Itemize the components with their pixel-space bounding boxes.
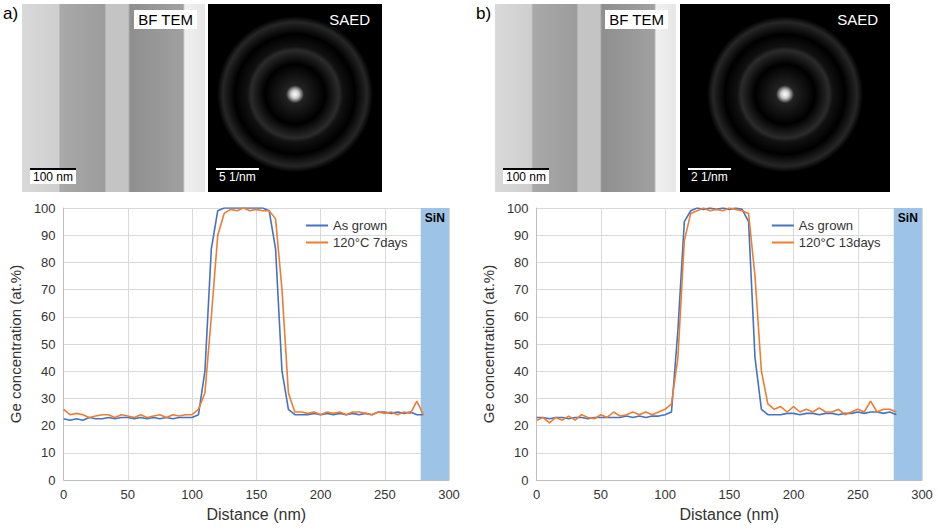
svg-text:90: 90 — [514, 228, 528, 243]
html-text:a): a) — [3, 4, 19, 23]
svg-text:Ge concentration (at.%): Ge concentration (at.%) — [7, 265, 24, 423]
svg-text:300: 300 — [911, 487, 933, 502]
svg-text:Distance (nm): Distance (nm) — [680, 506, 780, 523]
svg-text:0: 0 — [60, 487, 67, 502]
svg-text:SiN: SiN — [425, 211, 445, 225]
svg-text:0: 0 — [521, 473, 528, 488]
svg-text:70: 70 — [514, 282, 528, 297]
svg-text:40: 40 — [514, 364, 528, 379]
html-text:BF TEM: BF TEM — [609, 11, 664, 28]
svg-text:10: 10 — [514, 445, 528, 460]
html-text:SAED: SAED — [329, 11, 370, 28]
svg-text:30: 30 — [514, 391, 528, 406]
svg-text:50: 50 — [594, 487, 608, 502]
svg-text:50: 50 — [121, 487, 135, 502]
html-text:2 1/nm: 2 1/nm — [691, 170, 728, 184]
svg-text:Distance (nm): Distance (nm) — [207, 506, 307, 523]
svg-text:100: 100 — [507, 201, 529, 216]
html-text:BF TEM: BF TEM — [138, 11, 193, 28]
svg-text:60: 60 — [514, 309, 528, 324]
svg-text:As grown: As grown — [333, 218, 387, 233]
svg-text:0: 0 — [48, 473, 55, 488]
html-text:5 1/nm: 5 1/nm — [219, 170, 256, 184]
svg-text:Ge concentration (at.%): Ge concentration (at.%) — [480, 265, 497, 423]
svg-text:20: 20 — [514, 418, 528, 433]
svg-text:80: 80 — [41, 255, 55, 270]
svg-text:100: 100 — [181, 487, 203, 502]
svg-text:80: 80 — [514, 255, 528, 270]
svg-text:20: 20 — [41, 418, 55, 433]
svg-text:200: 200 — [783, 487, 805, 502]
svg-text:50: 50 — [41, 337, 55, 352]
html-text:100 nm: 100 nm — [33, 170, 73, 184]
svg-text:250: 250 — [847, 487, 869, 502]
html-text:SAED: SAED — [837, 11, 878, 28]
svg-text:200: 200 — [310, 487, 332, 502]
svg-text:100: 100 — [34, 201, 56, 216]
svg-text:0: 0 — [533, 487, 540, 502]
svg-text:30: 30 — [41, 391, 55, 406]
svg-text:70: 70 — [41, 282, 55, 297]
svg-text:50: 50 — [514, 337, 528, 352]
svg-text:150: 150 — [245, 487, 267, 502]
svg-text:120°C 7days: 120°C 7days — [333, 235, 408, 250]
svg-text:250: 250 — [374, 487, 396, 502]
svg-text:40: 40 — [41, 364, 55, 379]
svg-text:60: 60 — [41, 309, 55, 324]
svg-text:150: 150 — [718, 487, 740, 502]
svg-text:120°C 13days: 120°C 13days — [799, 235, 881, 250]
html-text:100 nm: 100 nm — [506, 170, 546, 184]
html-text:b): b) — [476, 4, 492, 23]
svg-text:10: 10 — [41, 445, 55, 460]
svg-text:SiN: SiN — [898, 211, 918, 225]
svg-text:100: 100 — [654, 487, 676, 502]
svg-text:90: 90 — [41, 228, 55, 243]
svg-text:As grown: As grown — [799, 218, 853, 233]
svg-text:300: 300 — [438, 487, 460, 502]
